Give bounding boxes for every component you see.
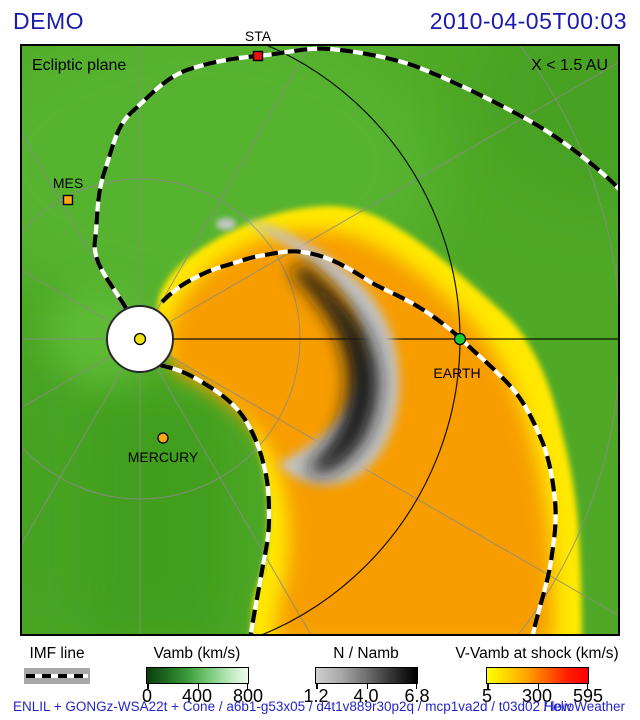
mercury-marker [157, 432, 169, 444]
cme-density-crescent [216, 218, 400, 485]
vamb-tick-label-1: 400 [181, 686, 213, 706]
nnamb-tick-left [316, 684, 318, 689]
polar-grid [20, 44, 620, 636]
model-run-string: ENLIL + GONGz-WSA22t + Cone / a6b1-g53x0… [13, 699, 572, 714]
run-title: DEMO [13, 8, 84, 34]
nnamb-tick-label-0: 1.2 [303, 686, 329, 706]
nnamb-tick-mid [366, 684, 368, 689]
plot-border [20, 44, 620, 636]
timestamp: 2010-04-05T00:03 [429, 8, 627, 34]
vamb-tick-right [246, 684, 248, 689]
vvamb-tick-right [586, 684, 588, 689]
imf-legend-label: IMF line [29, 645, 85, 662]
imf-spiral-earth [160, 249, 558, 636]
nnamb-tick-right [415, 684, 417, 689]
nnamb-tick-label-1: 4.0 [353, 686, 379, 706]
vvamb-colorbar [486, 667, 589, 689]
mes-marker-label: MES [53, 175, 83, 191]
imf-line-sample [24, 668, 90, 684]
plot-canvas: Ecliptic plane X < 1.5 AU MES EARTH MERC… [20, 44, 620, 636]
vamb-tick-mid [197, 684, 199, 689]
mercury-marker-label: MERCURY [128, 449, 199, 465]
ecliptic-plane-plot: Ecliptic plane X < 1.5 AU MES EARTH MERC… [20, 44, 620, 636]
vamb-tick-label-2: 800 [232, 686, 264, 706]
vvamb-tick-label-0: 5 [481, 686, 493, 706]
mes-marker [62, 194, 74, 206]
vvamb-tick-label-1: 300 [521, 686, 553, 706]
vvamb-colorbar-title: V-Vamb at shock (km/s) [455, 645, 619, 662]
vamb-colorbar-title: Vamb (km/s) [153, 645, 241, 662]
earth-marker-label: EARTH [433, 365, 480, 381]
vamb-tick-left [147, 684, 149, 689]
imf-dash-pattern [26, 674, 88, 678]
vvamb-tick-label-2: 595 [572, 686, 604, 706]
nnamb-colorbar [315, 667, 418, 689]
sta-marker-label: STA [244, 28, 272, 44]
plane-label: Ecliptic plane [32, 57, 126, 74]
sta-marker [252, 50, 264, 62]
earth-marker [453, 332, 467, 346]
vvamb-tick-mid [537, 684, 539, 689]
domain-label: X < 1.5 AU [531, 57, 608, 74]
vvamb-tick-left [487, 684, 489, 689]
credit-label: HelioWeather [543, 699, 625, 714]
imf-spiral-bottom [159, 362, 272, 636]
nnamb-tick-label-2: 6.8 [404, 686, 430, 706]
nnamb-colorbar-title: N / Namb [333, 645, 399, 662]
vamb-colorbar [146, 667, 249, 689]
sun-dot [133, 332, 147, 346]
vamb-tick-label-0: 0 [141, 686, 153, 706]
